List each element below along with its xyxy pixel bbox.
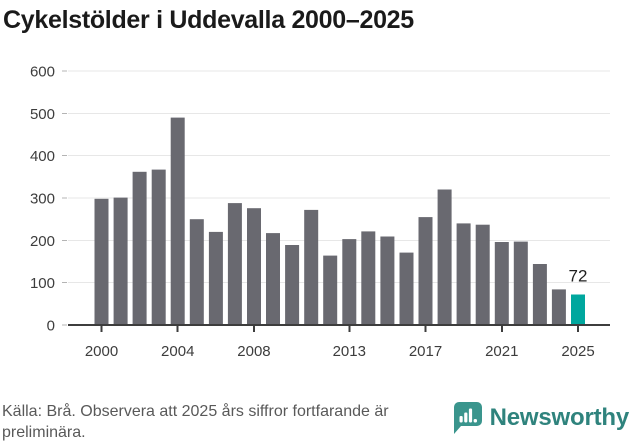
bar-2014 — [361, 231, 376, 325]
bar-2018 — [437, 189, 452, 325]
bar-2004 — [170, 117, 185, 325]
y-axis-label-100: 100 — [30, 275, 55, 292]
x-axis-line — [68, 324, 610, 326]
bar-2025 — [571, 294, 585, 325]
y-axis-label-400: 400 — [30, 148, 55, 165]
bar-2000 — [94, 198, 109, 325]
bar-2013 — [342, 239, 357, 325]
bar-2007 — [227, 203, 242, 325]
x-axis-label-2017: 2017 — [409, 343, 442, 360]
newsworthy-logo-wordmark: Newsworthy — [489, 404, 630, 431]
footer: Källa: Brå. Observera att 2025 års siffr… — [0, 398, 631, 441]
newsworthy-logo[interactable]: Newsworthy — [453, 400, 629, 436]
x-axis-label-2000: 2000 — [85, 343, 118, 360]
bar-2012 — [323, 255, 338, 325]
bar-2017 — [418, 217, 433, 326]
bar-2001 — [113, 197, 128, 325]
y-axis-label-200: 200 — [30, 233, 55, 250]
bar-2015 — [380, 236, 395, 325]
bar-2021 — [494, 242, 509, 325]
bar-chart: 0 100 200 300 400 500 600 2000 2004 2008 2013 2017 2… — [30, 64, 610, 360]
bar-2008 — [247, 208, 261, 325]
bar-2009 — [266, 233, 280, 325]
value-label-2025: 72 — [569, 267, 588, 286]
y-axis-label-300: 300 — [30, 191, 55, 208]
bar-2022 — [513, 241, 528, 325]
bar-2006 — [208, 231, 223, 325]
x-axis-label-2008: 2008 — [237, 343, 270, 360]
bar-2020 — [475, 224, 490, 325]
bar-2010 — [285, 245, 300, 325]
y-axis-label-600: 600 — [30, 64, 55, 81]
newsworthy-logo-icon — [453, 401, 483, 435]
bar-2005 — [189, 219, 204, 325]
bar-2023 — [532, 264, 547, 325]
bar-2024 — [551, 289, 566, 325]
x-axis-label-2025: 2025 — [561, 343, 594, 360]
bar-2003 — [151, 169, 166, 325]
y-axis-label-500: 500 — [30, 106, 55, 123]
bar-2019 — [456, 223, 471, 325]
bar-2002 — [132, 171, 147, 325]
x-axis-label-2004: 2004 — [161, 343, 194, 360]
y-axis-label-0: 0 — [47, 318, 55, 335]
bar-2011 — [304, 209, 319, 325]
bar-2016 — [399, 252, 414, 325]
source-note: Källa: Brå. Observera att 2025 års siffr… — [2, 403, 389, 441]
x-axis-label-2013: 2013 — [333, 343, 366, 360]
chart-title: Cykelstölder i Uddevalla 2000–2025 — [3, 6, 414, 34]
x-axis-label-2021: 2021 — [485, 343, 518, 360]
